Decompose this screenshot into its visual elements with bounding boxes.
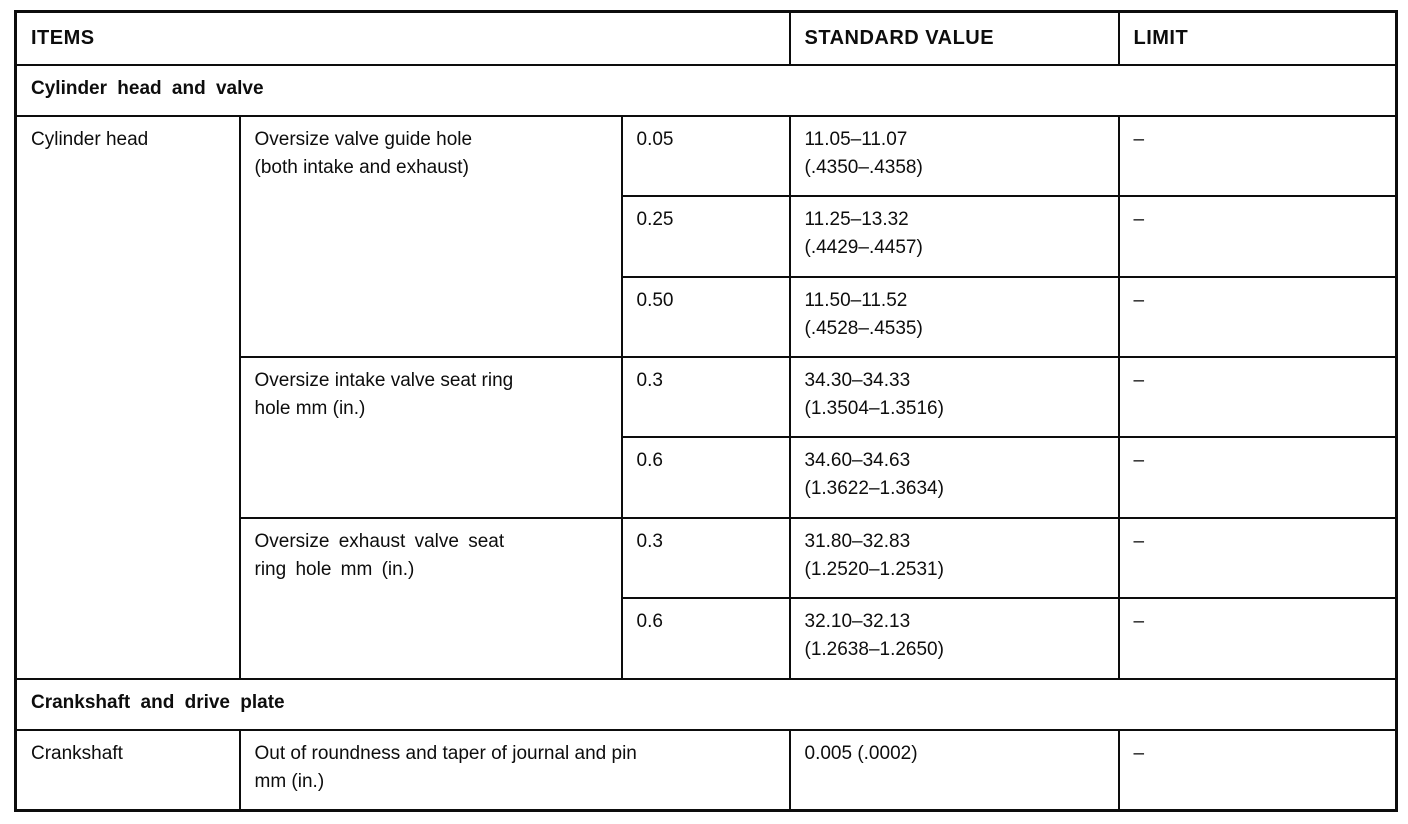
standard-value: 34.60–34.63 (1.3622–1.3634) xyxy=(788,436,1120,519)
item-group: Cylinder head xyxy=(14,114,241,680)
table-row: Crankshaft Out of roundness and taper of … xyxy=(14,728,1398,812)
section-cylinder-head-and-valve: Cylinder head and valve xyxy=(14,63,1398,117)
size-value: 0.6 xyxy=(620,597,791,680)
table-header: ITEMS STANDARD VALUE LIMIT xyxy=(14,10,1398,66)
limit-value: – xyxy=(1117,516,1398,600)
item-description: Out of roundness and taper of journal an… xyxy=(238,728,791,812)
standard-value: 11.05–11.07 (.4350–.4358) xyxy=(788,114,1120,198)
standard-value: 11.50–11.52 (.4528–.4535) xyxy=(788,275,1120,359)
table-row: 0.6 34.60–34.63 (1.3622–1.3634) – xyxy=(16,436,1398,519)
item-group: Crankshaft xyxy=(14,728,241,812)
size-value: 0.05 xyxy=(620,114,791,198)
table-row: 0.6 32.10–32.13 (1.2638–1.2650) – xyxy=(16,597,1398,680)
item-description: Oversize intake valve seat ring hole mm … xyxy=(238,356,623,519)
specification-table: ITEMS STANDARD VALUE LIMIT Cylinder head a… xyxy=(14,10,1398,812)
header-row: ITEMS STANDARD VALUE LIMIT xyxy=(14,10,1398,66)
limit-value: – xyxy=(1117,195,1398,278)
section-row: Crankshaft and drive plate xyxy=(14,677,1398,731)
standard-value: 34.30–34.33 (1.3504–1.3516) xyxy=(788,356,1120,439)
limit-value: – xyxy=(1117,275,1398,359)
limit-value: – xyxy=(1117,728,1398,812)
size-value: 0.50 xyxy=(620,275,791,359)
limit-value: – xyxy=(1117,114,1398,198)
column-header-standard-value: STANDARD VALUE xyxy=(788,10,1120,66)
item-description: Oversize valve guide hole (both intake a… xyxy=(238,114,623,359)
section-row: Cylinder head and valve xyxy=(14,63,1398,117)
standard-value: 32.10–32.13 (1.2638–1.2650) xyxy=(788,597,1120,680)
size-value: 0.25 xyxy=(620,195,791,278)
column-header-items: ITEMS xyxy=(14,10,791,66)
limit-value: – xyxy=(1117,597,1398,680)
section-crankshaft-and-drive-plate: Crankshaft and drive plate xyxy=(14,677,1398,731)
size-value: 0.6 xyxy=(620,436,791,519)
standard-value: 31.80–32.83 (1.2520–1.2531) xyxy=(788,516,1120,600)
size-value: 0.3 xyxy=(620,356,791,439)
limit-value: – xyxy=(1117,356,1398,439)
table-row: Cylinder head Oversize valve guide hole (… xyxy=(14,114,1398,680)
standard-value: 11.25–13.32 (.4429–.4457) xyxy=(788,195,1120,278)
limit-value: – xyxy=(1117,436,1398,519)
standard-value: 0.005 (.0002) xyxy=(788,728,1120,812)
table-body: Cylinder head and valve Cylinder head Over… xyxy=(14,63,1398,812)
column-header-limit: LIMIT xyxy=(1117,10,1398,66)
table-row: 0.50 11.50–11.52 (.4528–.4535) – xyxy=(16,275,1398,359)
size-value: 0.3 xyxy=(620,516,791,600)
table-row: 0.25 11.25–13.32 (.4429–.4457) – xyxy=(16,195,1398,278)
table-row: Oversize intake valve seat ring hole mm … xyxy=(16,356,1398,519)
table-row: Oversize exhaust valve seat ring hole mm… xyxy=(16,516,1398,680)
item-description: Oversize exhaust valve seat ring hole mm… xyxy=(238,516,623,680)
